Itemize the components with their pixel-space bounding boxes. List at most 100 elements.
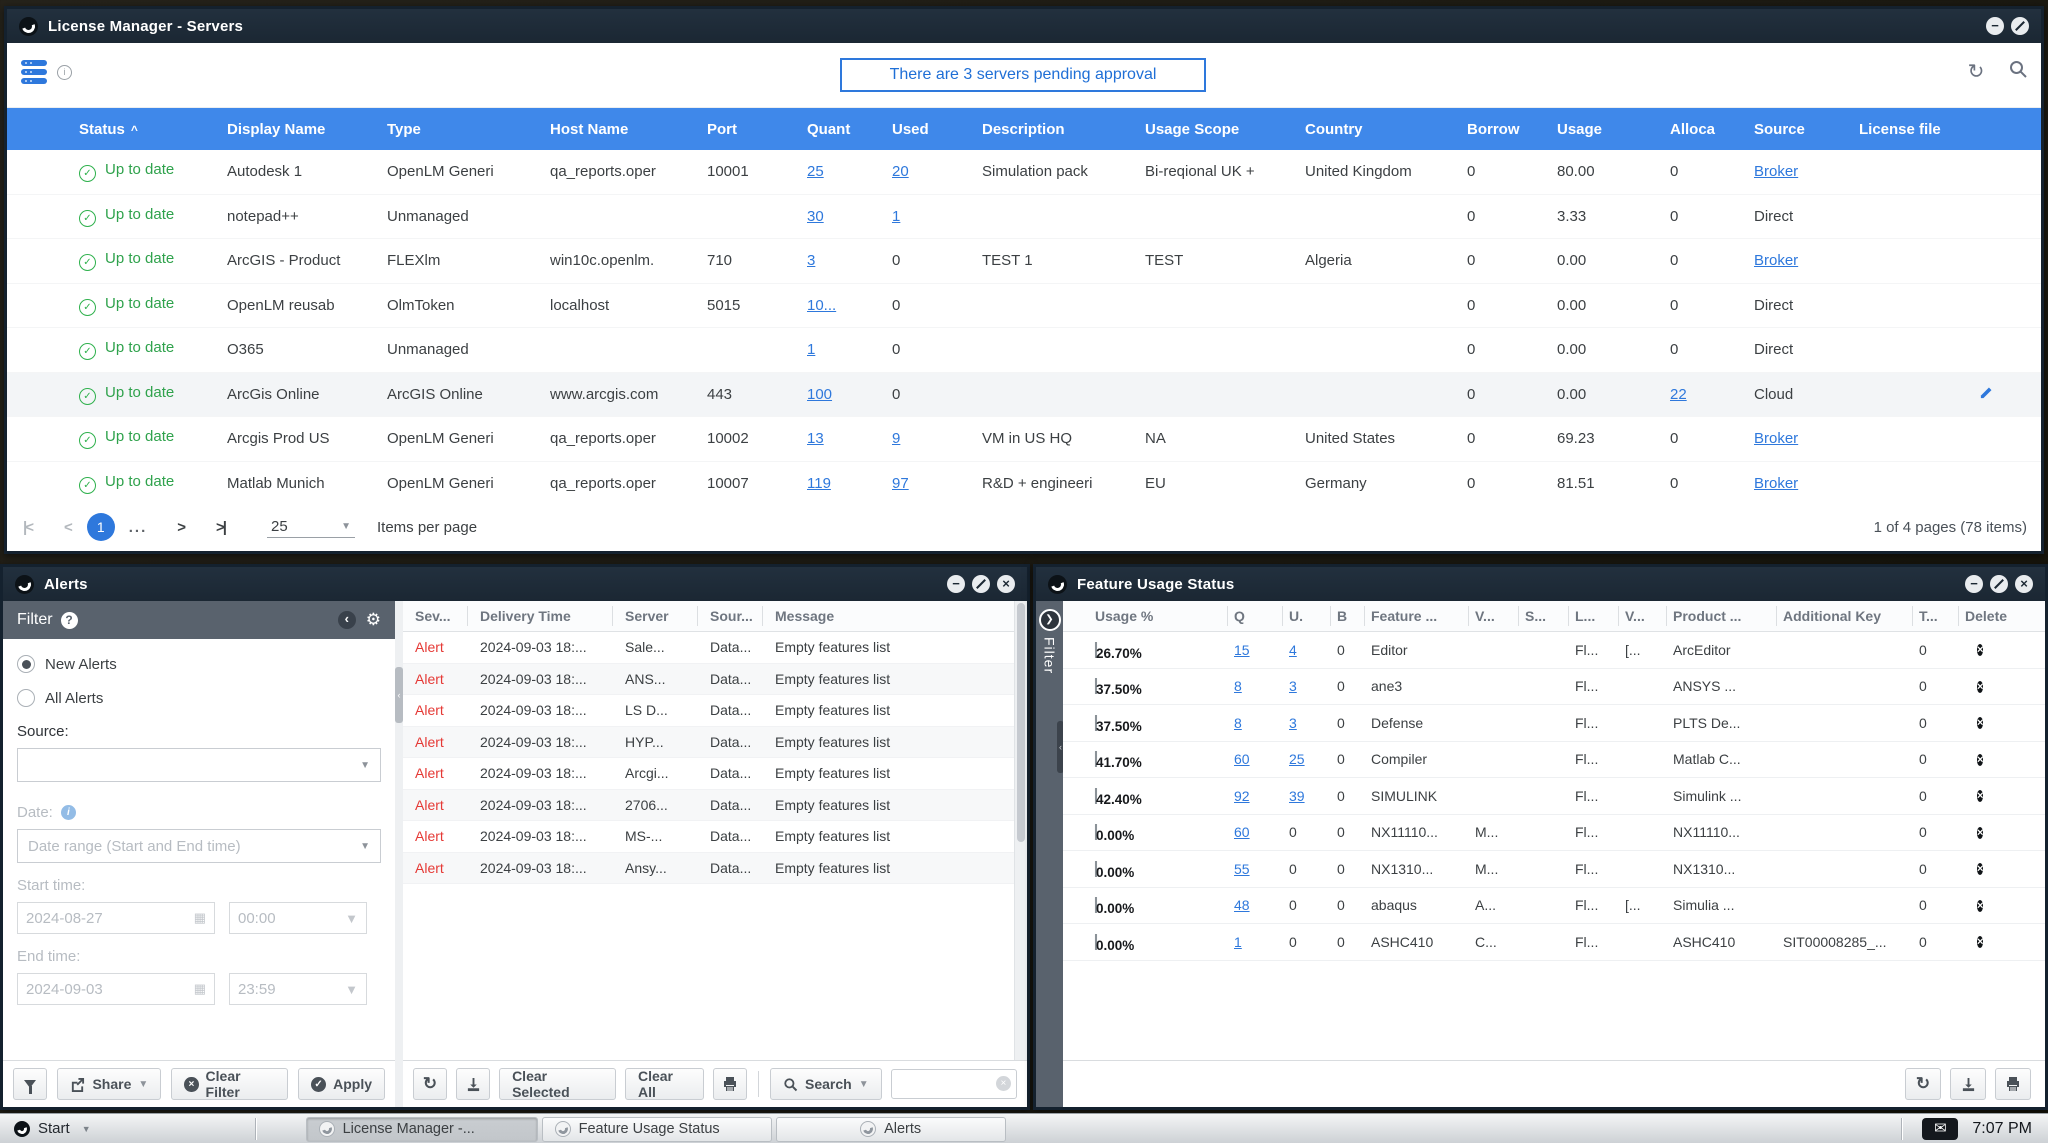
column-header-usage-scope[interactable]: Usage Scope bbox=[1145, 120, 1240, 138]
page-button[interactable]: 1 bbox=[86, 513, 115, 541]
column-header-alloca[interactable]: Alloca bbox=[1670, 120, 1716, 138]
column-header-v-[interactable]: V... bbox=[1619, 606, 1667, 626]
column-header-server[interactable]: Server bbox=[613, 606, 698, 626]
column-header-port[interactable]: Port bbox=[707, 120, 737, 138]
expand-panel-icon[interactable]: ❯ bbox=[1038, 609, 1061, 631]
start-date-field[interactable]: 2024-08-27 ▦ bbox=[17, 902, 215, 934]
used-link[interactable]: 3 bbox=[1289, 714, 1297, 731]
column-header-delete[interactable]: Delete bbox=[1965, 608, 2008, 624]
column-header-v-[interactable]: V... bbox=[1469, 606, 1519, 626]
collapse-panel-icon[interactable]: ‹ bbox=[337, 611, 356, 629]
delete-icon[interactable]: × bbox=[1977, 899, 1984, 912]
quantity-link[interactable]: 3 bbox=[807, 252, 816, 270]
quantity-link[interactable]: 119 bbox=[807, 474, 831, 492]
quantity-link[interactable]: 25 bbox=[807, 163, 824, 181]
filter-funnel-button[interactable] bbox=[13, 1068, 48, 1100]
taskbar-item-alerts[interactable]: Alerts bbox=[775, 1116, 1006, 1142]
quantity-link[interactable]: 48 bbox=[1234, 897, 1250, 914]
feature-row[interactable]: 0.00% 60 0 0 NX11110... M... Fl... NX11110... 0 × bbox=[1063, 815, 2045, 851]
column-header-description[interactable]: Description bbox=[982, 120, 1065, 138]
clear-all-button[interactable]: Clear All bbox=[624, 1068, 705, 1100]
radio-new-alerts[interactable]: New Alerts bbox=[17, 655, 381, 673]
delete-icon[interactable]: × bbox=[1977, 717, 1984, 730]
share-button[interactable]: Share ▼ bbox=[57, 1068, 162, 1100]
splitter-handle[interactable]: ‹ bbox=[1057, 721, 1064, 773]
scrollbar-thumb[interactable] bbox=[1017, 603, 1025, 843]
quantity-link[interactable]: 15 bbox=[1234, 641, 1250, 658]
end-date-field[interactable]: 2024-09-03 ▦ bbox=[17, 973, 215, 1005]
table-row[interactable]: ✓ Up to date Autodesk 1 OpenLM Generi qa_rep… bbox=[7, 150, 2041, 195]
restore-icon[interactable] bbox=[2011, 17, 2029, 35]
delete-icon[interactable]: × bbox=[1977, 753, 1984, 766]
alerts-titlebar[interactable]: Alerts − × bbox=[3, 567, 1027, 601]
column-header-sour-[interactable]: Sour... bbox=[698, 606, 763, 626]
source-link[interactable]: Broker bbox=[1754, 163, 1799, 181]
used-link[interactable]: 3 bbox=[1289, 678, 1297, 695]
next-page-icon[interactable]: > bbox=[177, 518, 186, 536]
vertical-scrollbar[interactable] bbox=[1014, 601, 1027, 1061]
end-time-field[interactable]: 23:59 ▼ bbox=[229, 973, 367, 1005]
quantity-link[interactable]: 55 bbox=[1234, 860, 1250, 877]
server-list-icon[interactable] bbox=[21, 60, 47, 88]
used-link[interactable]: 97 bbox=[892, 474, 909, 492]
column-header-b[interactable]: B bbox=[1331, 606, 1365, 626]
refresh-button[interactable]: ↻ bbox=[413, 1068, 448, 1100]
last-page-icon[interactable]: >| bbox=[216, 518, 227, 536]
start-time-field[interactable]: 00:00 ▼ bbox=[229, 902, 367, 934]
clear-input-icon[interactable]: × bbox=[995, 1076, 1011, 1091]
table-row[interactable]: ✓ Up to date OpenLM reusab OlmToken localhos… bbox=[7, 283, 2041, 328]
column-header-feature-[interactable]: Feature ... bbox=[1365, 606, 1469, 626]
column-header-additional-key[interactable]: Additional Key bbox=[1777, 606, 1913, 626]
apply-button[interactable]: ✓ Apply bbox=[298, 1068, 385, 1100]
print-button[interactable] bbox=[713, 1068, 748, 1100]
main-titlebar[interactable]: License Manager - Servers − bbox=[7, 9, 2041, 43]
alert-row[interactable]: Alert 2024-09-03 18:... ANS... Data... Empty… bbox=[403, 663, 1015, 695]
alert-row[interactable]: Alert 2024-09-03 18:... HYP... Data... Empty… bbox=[403, 726, 1015, 758]
delete-icon[interactable]: × bbox=[1977, 680, 1984, 693]
print-button[interactable] bbox=[1995, 1068, 2031, 1100]
feature-row[interactable]: 0.00% 55 0 0 NX1310... M... Fl... NX1310... 0 × bbox=[1063, 851, 2045, 888]
calendar-icon[interactable]: ▦ bbox=[193, 910, 206, 925]
refresh-icon[interactable]: ↻ bbox=[1967, 61, 1985, 83]
edit-pencil-icon[interactable] bbox=[1979, 387, 1994, 404]
used-link[interactable]: 25 bbox=[1289, 751, 1305, 768]
date-range-select[interactable]: Date range (Start and End time) ▼ bbox=[17, 829, 381, 863]
search-input[interactable]: × bbox=[890, 1069, 1017, 1099]
table-row[interactable]: ✓ Up to date Matlab Munich OpenLM Generi qa_… bbox=[7, 461, 2041, 506]
table-row[interactable]: ✓ Up to date ArcGis Online ArcGIS Online www… bbox=[7, 372, 2041, 417]
collapsed-filter-panel[interactable]: ❯ Filter ‹ bbox=[1036, 601, 1064, 1107]
feature-row[interactable]: 42.40% 92 39 0 SIMULINK Fl... Simulink ... 0 × bbox=[1063, 778, 2045, 815]
column-header-s-[interactable]: S... bbox=[1519, 606, 1569, 626]
used-link[interactable]: 4 bbox=[1289, 641, 1297, 658]
column-header-display-name[interactable]: Display Name bbox=[227, 120, 326, 138]
feature-titlebar[interactable]: Feature Usage Status − × bbox=[1036, 567, 2045, 601]
gear-icon[interactable]: ⚙ bbox=[365, 610, 381, 629]
source-link[interactable]: Broker bbox=[1754, 474, 1799, 492]
source-link[interactable]: Broker bbox=[1754, 430, 1799, 448]
feature-row[interactable]: 26.70% 15 4 0 Editor Fl... [... ArcEditor 0 × bbox=[1063, 632, 2045, 669]
taskbar-item-license-manager-[interactable]: License Manager -... bbox=[305, 1116, 538, 1142]
quantity-link[interactable]: 30 bbox=[807, 207, 824, 225]
minimize-icon[interactable]: − bbox=[1986, 17, 2004, 35]
quantity-link[interactable]: 92 bbox=[1234, 787, 1250, 804]
column-header-q[interactable]: Q bbox=[1228, 606, 1283, 626]
source-link[interactable]: Broker bbox=[1754, 252, 1799, 270]
column-header-country[interactable]: Country bbox=[1305, 120, 1363, 138]
column-header-status[interactable]: Status ^ bbox=[79, 120, 138, 138]
column-header-u-[interactable]: U. bbox=[1283, 606, 1331, 626]
column-header-message[interactable]: Message bbox=[775, 608, 835, 624]
calendar-icon[interactable]: ▦ bbox=[193, 981, 206, 996]
used-link[interactable]: 39 bbox=[1289, 787, 1305, 804]
delete-icon[interactable]: × bbox=[1977, 826, 1984, 839]
quantity-link[interactable]: 1 bbox=[1234, 933, 1242, 950]
feature-row[interactable]: 0.00% 48 0 0 abaqus A... Fl... [... Simulia ... 0… bbox=[1063, 888, 2045, 924]
search-button[interactable]: Search ▼ bbox=[769, 1068, 882, 1100]
clear-selected-button[interactable]: Clear Selected bbox=[499, 1068, 616, 1100]
used-link[interactable]: 1 bbox=[892, 207, 901, 225]
search-icon[interactable] bbox=[2005, 59, 2031, 85]
minimize-icon[interactable]: − bbox=[1965, 575, 1983, 593]
delete-icon[interactable]: × bbox=[1977, 936, 1984, 949]
quantity-link[interactable]: 100 bbox=[807, 385, 833, 403]
quantity-link[interactable]: 1 bbox=[807, 341, 816, 359]
column-header-t-[interactable]: T... bbox=[1913, 606, 1959, 626]
